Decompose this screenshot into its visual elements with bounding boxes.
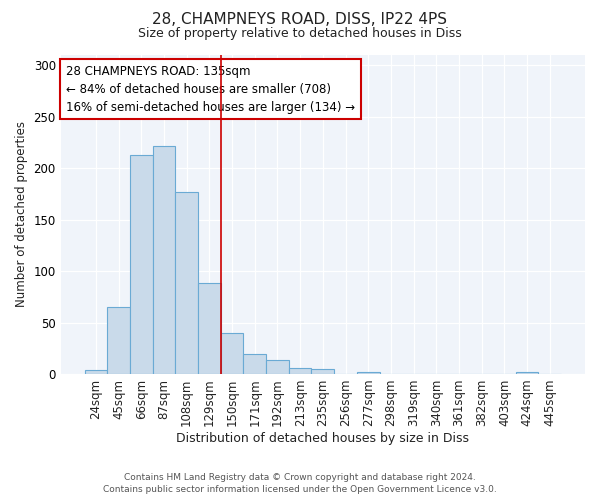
- Bar: [175, 192, 198, 374]
- Bar: [107, 307, 130, 374]
- Bar: [221, 333, 244, 374]
- Bar: [244, 354, 266, 374]
- Text: Size of property relative to detached houses in Diss: Size of property relative to detached ho…: [138, 28, 462, 40]
- Bar: [85, 370, 107, 374]
- Bar: [357, 372, 380, 374]
- Text: Contains HM Land Registry data © Crown copyright and database right 2024.
Contai: Contains HM Land Registry data © Crown c…: [103, 472, 497, 494]
- Bar: [130, 155, 152, 374]
- Y-axis label: Number of detached properties: Number of detached properties: [15, 122, 28, 308]
- Bar: [266, 360, 289, 374]
- Bar: [311, 369, 334, 374]
- Bar: [516, 372, 538, 374]
- Bar: [198, 284, 221, 374]
- Bar: [289, 368, 311, 374]
- Bar: [152, 146, 175, 374]
- X-axis label: Distribution of detached houses by size in Diss: Distribution of detached houses by size …: [176, 432, 469, 445]
- Text: 28 CHAMPNEYS ROAD: 135sqm
← 84% of detached houses are smaller (708)
16% of semi: 28 CHAMPNEYS ROAD: 135sqm ← 84% of detac…: [66, 64, 355, 114]
- Text: 28, CHAMPNEYS ROAD, DISS, IP22 4PS: 28, CHAMPNEYS ROAD, DISS, IP22 4PS: [152, 12, 448, 28]
